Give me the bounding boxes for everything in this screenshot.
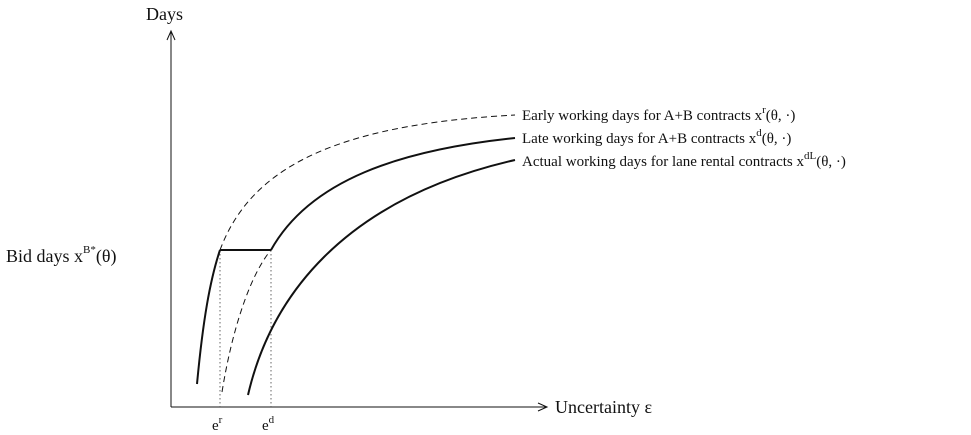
tick-sup: r (219, 414, 223, 426)
label-text: Bid days x (6, 246, 83, 266)
tick-base: e (262, 418, 269, 434)
label-args: (θ, ·) (816, 154, 846, 170)
label-args: (θ, ·) (766, 108, 796, 124)
label-args: (θ) (96, 246, 117, 267)
tick-base: e (212, 418, 219, 434)
y-axis-label: Days (146, 4, 183, 24)
x-tick-label: er (212, 414, 223, 434)
lane-rental-curve (247, 159, 516, 396)
x-tick-label: ed (262, 414, 275, 434)
tick-sup: d (269, 414, 275, 426)
x-axis-label: Uncertainty ε (555, 397, 652, 417)
label-sup: r (762, 104, 766, 116)
label-sup: B* (83, 244, 96, 256)
late-curve-solid (270, 137, 516, 251)
early-curve-solid (196, 249, 221, 385)
curve-label: Late working days for A+B contracts xd(θ… (522, 127, 791, 147)
label-sup: d (756, 127, 762, 139)
early-curve-dashed (219, 114, 516, 251)
label-sup: dL (804, 150, 817, 162)
curve-label: Actual working days for lane rental cont… (522, 150, 846, 170)
late-curve-dashed (221, 249, 272, 393)
label-text: Early working days for A+B contracts x (522, 108, 763, 124)
label-text: Late working days for A+B contracts x (522, 131, 757, 147)
bid-days-label: Bid days xB*(θ) (6, 244, 116, 267)
label-text: Actual working days for lane rental cont… (522, 154, 804, 170)
curve-label: Early working days for A+B contracts xr(… (522, 104, 795, 124)
label-args: (θ, ·) (762, 131, 792, 147)
y-axis-arrow (166, 29, 176, 41)
x-axis-arrow (537, 402, 549, 412)
